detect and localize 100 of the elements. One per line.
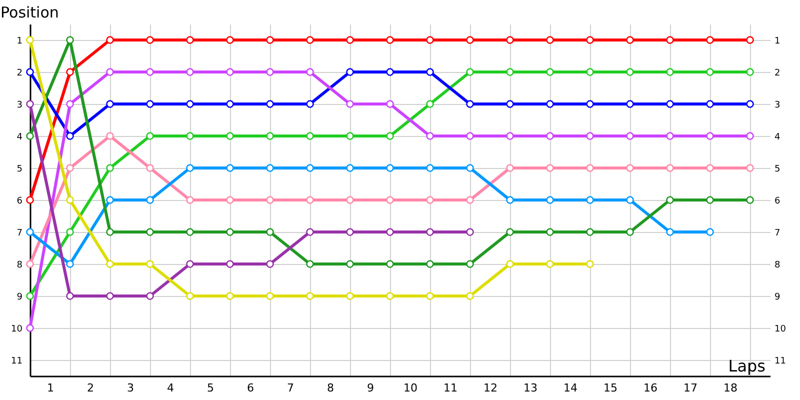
point xyxy=(426,196,434,204)
point xyxy=(26,196,34,204)
point xyxy=(746,68,754,76)
point xyxy=(706,36,714,44)
point xyxy=(146,132,154,140)
x-tick-label: 4 xyxy=(167,382,174,394)
x-tick-label: 7 xyxy=(287,382,294,394)
y-tick-label: 9 xyxy=(16,292,23,302)
point xyxy=(186,100,194,108)
point xyxy=(466,228,474,236)
point xyxy=(506,164,514,172)
point xyxy=(706,68,714,76)
point xyxy=(386,164,394,172)
point xyxy=(306,260,314,268)
point xyxy=(666,36,674,44)
point xyxy=(106,260,114,268)
point xyxy=(106,292,114,300)
point xyxy=(346,292,354,300)
point xyxy=(546,36,554,44)
x-tick-label: 1 xyxy=(47,382,54,394)
point xyxy=(66,100,74,108)
point xyxy=(306,292,314,300)
point xyxy=(506,260,514,268)
point xyxy=(26,36,34,44)
y-tick-label: 11 xyxy=(11,356,22,366)
point xyxy=(466,132,474,140)
point xyxy=(226,260,234,268)
y-tick-label: 2 xyxy=(16,68,22,78)
x-tick-label: 5 xyxy=(207,382,214,394)
point xyxy=(506,132,514,140)
point xyxy=(546,196,554,204)
x-tick-label: 18 xyxy=(724,382,738,394)
point xyxy=(26,260,34,268)
point xyxy=(146,228,154,236)
point xyxy=(466,260,474,268)
point xyxy=(226,68,234,76)
y-tick-label: 10 xyxy=(11,324,23,334)
point xyxy=(386,196,394,204)
point xyxy=(706,100,714,108)
point xyxy=(266,196,274,204)
point xyxy=(586,132,594,140)
y2-tick-label: 4 xyxy=(774,132,780,142)
point xyxy=(186,68,194,76)
point xyxy=(306,100,314,108)
point xyxy=(146,36,154,44)
point xyxy=(706,132,714,140)
point xyxy=(146,68,154,76)
point xyxy=(66,132,74,140)
point xyxy=(626,36,634,44)
point xyxy=(626,100,634,108)
x-tick-label: 15 xyxy=(604,382,618,394)
y2-tick-label: 11 xyxy=(774,356,786,366)
point xyxy=(706,228,714,236)
point xyxy=(26,132,34,140)
point xyxy=(426,292,434,300)
x-tick-label: 3 xyxy=(127,382,134,394)
point xyxy=(426,228,434,236)
point xyxy=(586,260,594,268)
y-tick-label: 8 xyxy=(16,260,23,270)
point xyxy=(666,164,674,172)
point xyxy=(266,100,274,108)
point xyxy=(226,36,234,44)
point xyxy=(226,164,234,172)
x-axis-title: Laps xyxy=(728,356,766,376)
point xyxy=(666,132,674,140)
x-tick-label: 10 xyxy=(404,382,418,394)
point xyxy=(426,68,434,76)
point xyxy=(266,36,274,44)
point xyxy=(66,196,74,204)
x-tick-label: 8 xyxy=(327,382,334,394)
point xyxy=(426,132,434,140)
point xyxy=(346,260,354,268)
point xyxy=(346,196,354,204)
y2-tick-label: 3 xyxy=(774,100,780,110)
point xyxy=(546,228,554,236)
point xyxy=(186,260,194,268)
point xyxy=(146,292,154,300)
point xyxy=(26,324,34,332)
point xyxy=(746,132,754,140)
point xyxy=(506,36,514,44)
point xyxy=(466,68,474,76)
point xyxy=(266,292,274,300)
point xyxy=(106,68,114,76)
point xyxy=(66,68,74,76)
point xyxy=(386,260,394,268)
point xyxy=(746,100,754,108)
y-tick-label: 3 xyxy=(16,100,22,110)
point xyxy=(746,36,754,44)
point xyxy=(706,196,714,204)
point xyxy=(466,196,474,204)
point xyxy=(226,132,234,140)
point xyxy=(426,164,434,172)
point xyxy=(346,68,354,76)
point xyxy=(386,36,394,44)
point xyxy=(666,228,674,236)
y2-tick-label: 5 xyxy=(774,164,780,174)
y2-tick-label: 8 xyxy=(774,260,780,270)
point xyxy=(66,36,74,44)
point xyxy=(666,196,674,204)
point xyxy=(546,100,554,108)
